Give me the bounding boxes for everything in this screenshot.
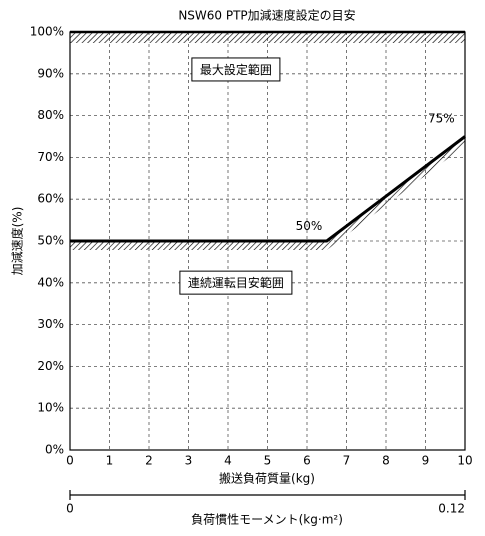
annotation: 75% — [428, 111, 455, 125]
x-tick-label: 10 — [457, 454, 472, 468]
chart-title: NSW60 PTP加減速度設定の目安 — [178, 8, 355, 23]
x-tick-label: 6 — [303, 454, 311, 468]
y-tick-label: 40% — [37, 275, 64, 289]
data-line — [70, 135, 466, 243]
x2-tick-label: 0 — [66, 502, 74, 516]
y-tick-label: 10% — [37, 401, 64, 415]
x-tick-label: 0 — [66, 454, 74, 468]
region-box — [191, 57, 281, 82]
x-tick-label: 1 — [106, 454, 114, 468]
x-tick-label: 7 — [343, 454, 351, 468]
x-tick-label: 5 — [264, 454, 272, 468]
x2-axis-label: 負荷慣性モーメント(kg·m²) — [191, 512, 343, 527]
x-tick-label: 8 — [382, 454, 390, 468]
region-label: 連続運転目安範囲 — [188, 275, 284, 290]
x-tick-label: 2 — [145, 454, 153, 468]
y-tick-label: 70% — [37, 150, 64, 164]
x-tick-label: 9 — [422, 454, 430, 468]
region-label: 最大設定範囲 — [200, 62, 272, 77]
x-axis-label: 搬送負荷質量(kg) — [219, 471, 315, 486]
y-tick-label: 100% — [30, 25, 64, 39]
y-tick-label: 20% — [37, 359, 64, 373]
region-box — [179, 270, 293, 295]
y-tick-label: 60% — [37, 192, 64, 206]
x2-tick-label: 0.12 — [438, 502, 465, 516]
y-axis-label: 加減速度(%) — [10, 207, 25, 276]
max-hatch — [70, 32, 465, 43]
x-tick-label: 4 — [224, 454, 232, 468]
x-tick-label: 3 — [185, 454, 193, 468]
y-tick-label: 30% — [37, 317, 64, 331]
annotation: 50% — [296, 219, 323, 233]
y-tick-label: 80% — [37, 108, 64, 122]
y-tick-label: 0% — [45, 443, 64, 457]
y-tick-label: 50% — [37, 234, 64, 248]
y-tick-label: 90% — [37, 66, 64, 80]
